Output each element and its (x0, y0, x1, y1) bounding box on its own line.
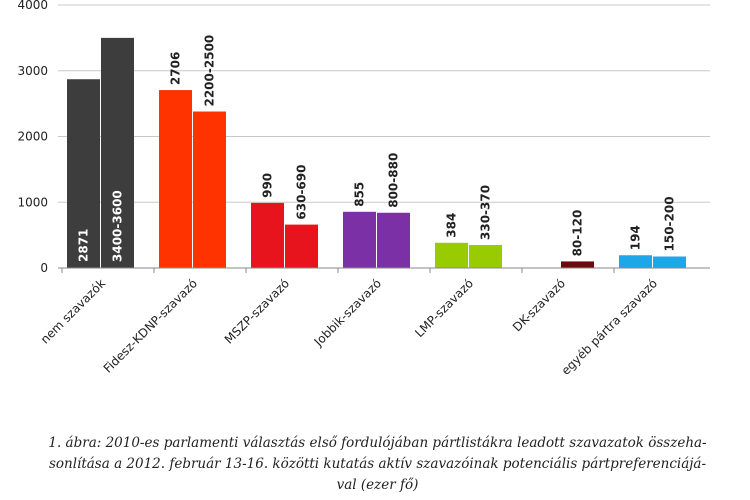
data-label: 194 (629, 225, 643, 250)
bar (377, 212, 410, 268)
bar (285, 224, 318, 268)
y-tick-label: 4000 (17, 0, 48, 12)
y-axis: 0 1000 2000 3000 4000 (17, 0, 48, 275)
x-tick-label: nem szavazók (38, 276, 108, 346)
y-tick-label: 3000 (17, 64, 48, 78)
y-tick-label: 2000 (17, 130, 48, 144)
data-labels: 2871 3400-3600 2706 2200-2500 990 630-690 855 8… (77, 35, 677, 262)
figure-caption: 1. ábra: 2010-es parlamenti választás el… (20, 433, 735, 496)
data-label: 2200-2500 (203, 35, 217, 107)
bar (343, 211, 376, 268)
caption-line-2: sonlítása a 2012. február 13-16. közötti… (48, 456, 707, 472)
x-tick-label: egyéb pártra szavazó (559, 276, 661, 378)
bar (193, 111, 226, 268)
data-label: 384 (445, 213, 459, 238)
bar (435, 242, 468, 268)
y-tick-label: 1000 (17, 195, 48, 209)
data-label: 630-690 (295, 165, 309, 220)
data-label: 2706 (169, 52, 183, 85)
bar (653, 256, 686, 268)
bar (619, 255, 652, 268)
x-tick-label: Jobbik-szavazó (311, 276, 384, 349)
caption-line-3: val (ezer fő) (336, 477, 419, 493)
bar (469, 244, 502, 268)
bar (561, 261, 594, 268)
bars (67, 37, 686, 268)
data-label: 800-880 (387, 153, 401, 208)
x-tick-label: LMP-szavazó (412, 276, 476, 340)
y-tick-label: 0 (40, 261, 48, 275)
data-label: 330-370 (479, 185, 493, 240)
x-tick-label: MSZP-szavazó (222, 276, 292, 346)
caption-line-1: 1. ábra: 2010-es parlamenti választás el… (48, 435, 707, 451)
data-label: 2871 (77, 229, 91, 262)
bar (251, 202, 284, 268)
data-label: 150-200 (663, 196, 677, 251)
data-label: 3400-3600 (111, 190, 125, 262)
data-label: 80-120 (571, 210, 585, 257)
data-label: 990 (261, 173, 275, 198)
data-label: 855 (353, 182, 367, 207)
bar-chart: 0 1000 2000 3000 4000 2871 3400-3600 2706 2200-… (17, 0, 710, 378)
bar (101, 37, 134, 268)
bar (159, 90, 192, 268)
bar (67, 79, 100, 268)
x-tick-label: DK-szavazó (510, 276, 568, 334)
x-tick-label: Fidesz-KDNP-szavazó (101, 276, 200, 375)
